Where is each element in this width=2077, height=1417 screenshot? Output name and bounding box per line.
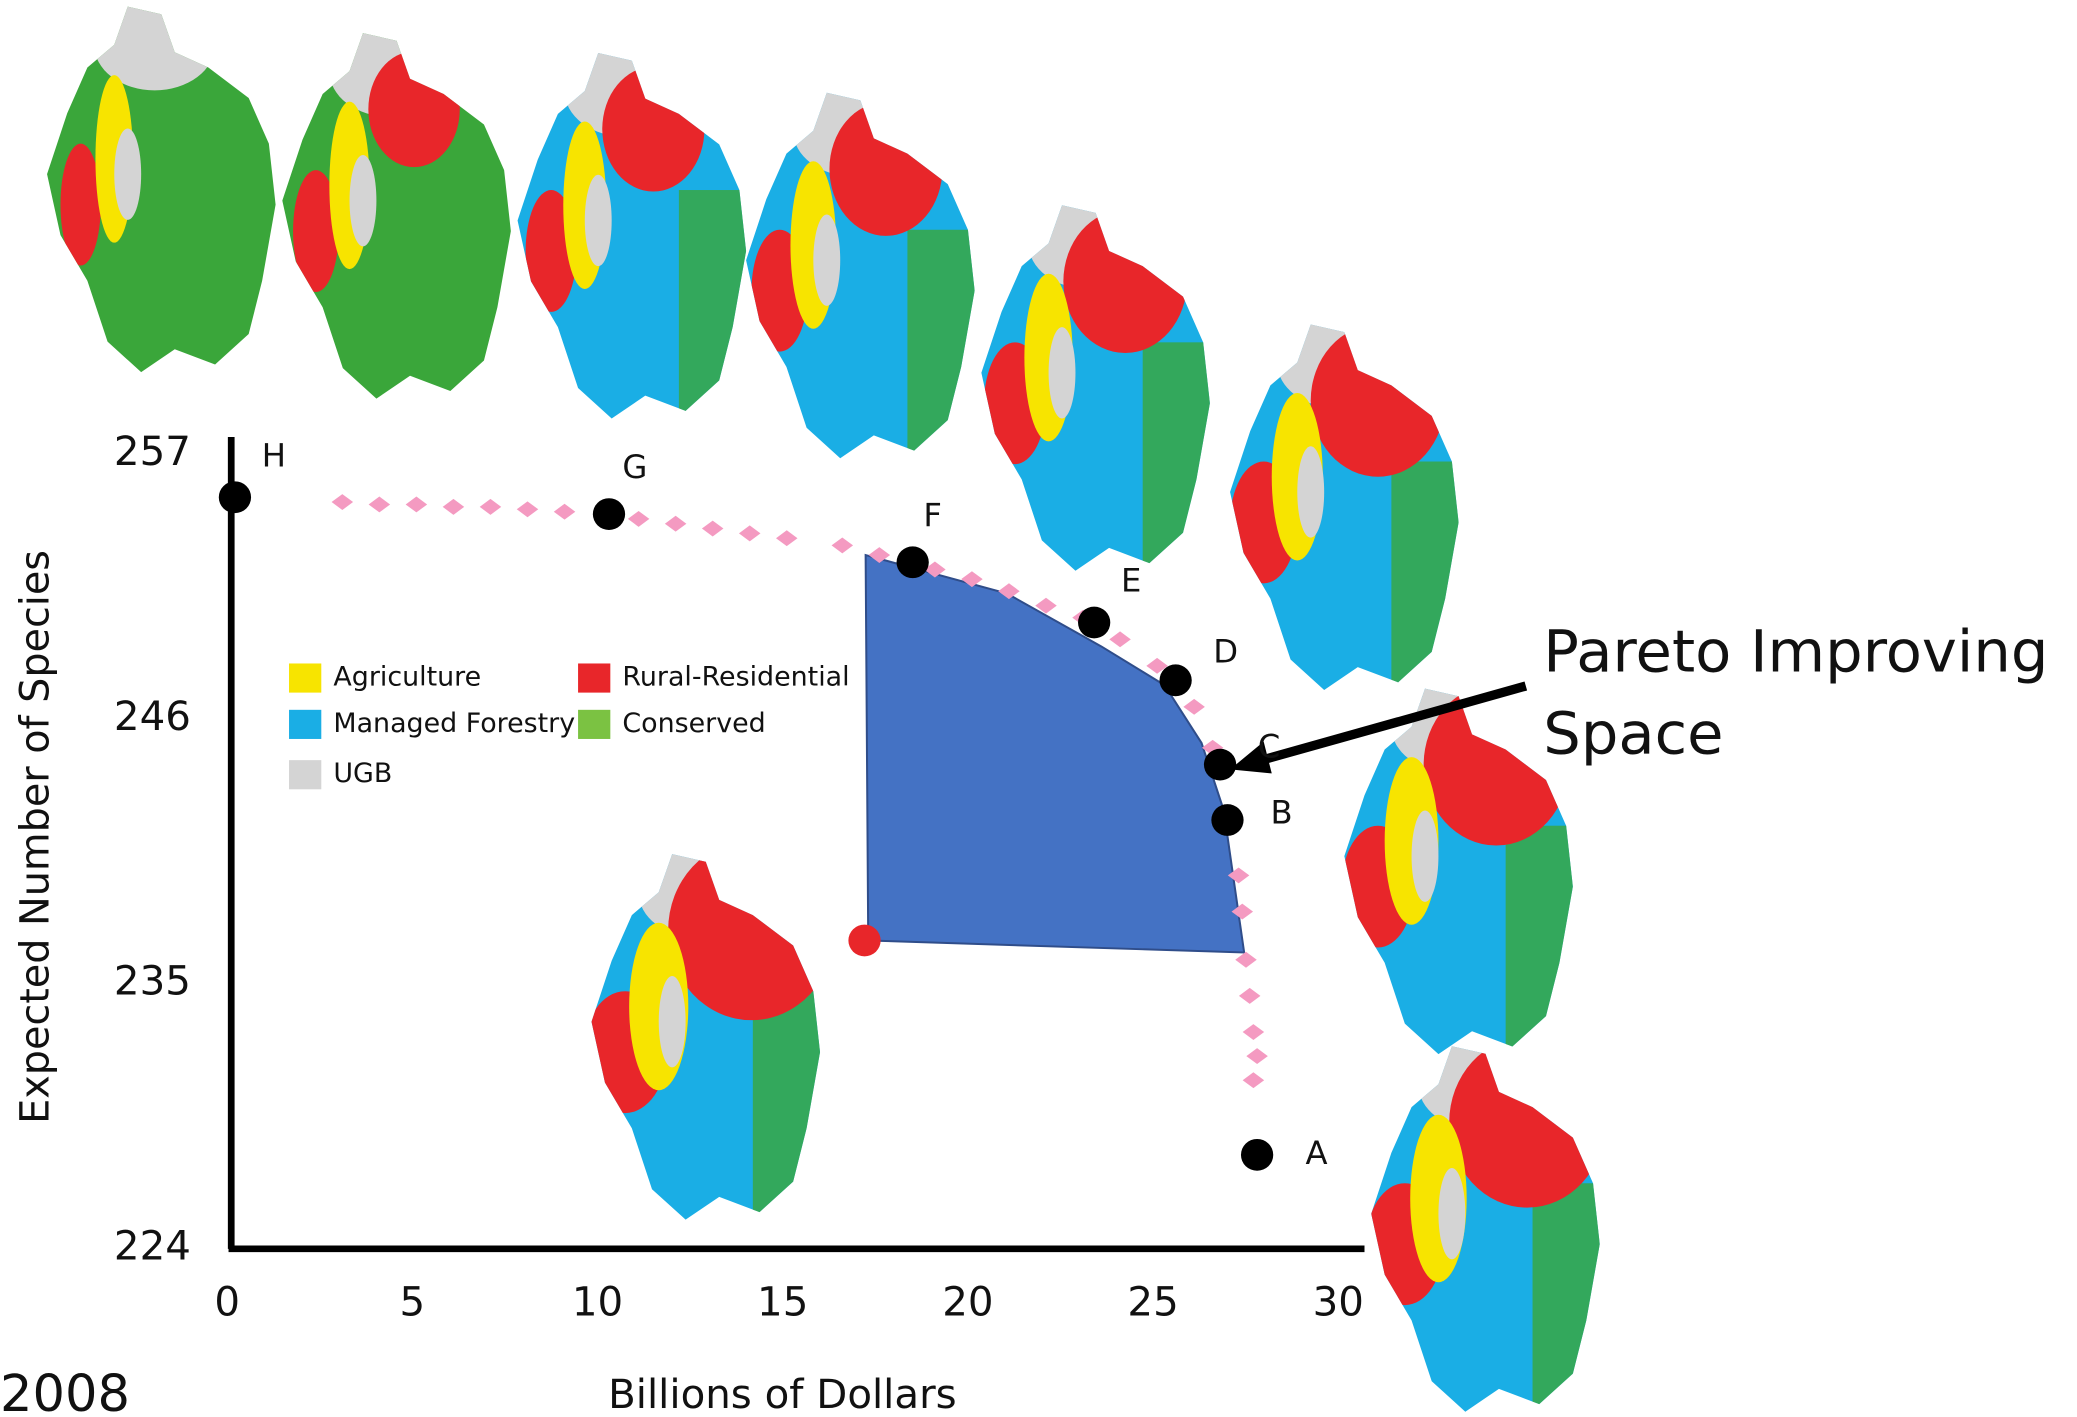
map: [1230, 317, 1472, 690]
map-patch: [1391, 462, 1472, 690]
frontier-point: [665, 516, 687, 532]
frontier-point: [406, 497, 428, 513]
point-label: B: [1270, 794, 1292, 832]
frontier-point: [517, 501, 539, 517]
footer: 2008: [0, 1364, 130, 1417]
x-tick-label: 10: [572, 1280, 623, 1326]
frontier-point: [628, 511, 650, 527]
point-label: G: [622, 448, 647, 486]
legend-swatch: [289, 760, 321, 789]
point-label: C: [1258, 728, 1281, 766]
frontier-point: [1243, 1024, 1265, 1040]
map: [1366, 1037, 1613, 1412]
frontier-point: [443, 499, 465, 515]
frontier-point: [739, 525, 761, 541]
map-patch: [1533, 1183, 1614, 1411]
y-tick-label: 257: [114, 429, 191, 475]
point-label: E: [1121, 562, 1141, 600]
frontier-point: [554, 504, 576, 520]
legend-swatch: [578, 710, 610, 739]
map-patch: [753, 991, 834, 1219]
frontier-point: [1183, 699, 1205, 715]
legend-label: Agriculture: [333, 662, 481, 693]
point: [593, 498, 625, 530]
map-patch: [114, 128, 141, 219]
map-patch: [1063, 210, 1187, 353]
maps: [47, 0, 1613, 1412]
map-patch: [368, 51, 459, 167]
y-tick-label: 235: [114, 959, 191, 1005]
frontier-point: [1109, 631, 1131, 647]
map-patch: [813, 215, 840, 306]
annotation: Space: [1543, 700, 1723, 767]
point-label: D: [1213, 633, 1238, 671]
legend-label: Rural-Residential: [622, 662, 849, 693]
y-tick-label: 246: [114, 694, 191, 740]
map-patch: [1438, 1168, 1465, 1259]
frontier-point: [1243, 1072, 1265, 1088]
map-patch: [1311, 324, 1445, 476]
point-label: A: [1305, 1134, 1327, 1172]
x-tick-label: 5: [400, 1280, 426, 1326]
point: [848, 925, 880, 957]
frontier-point: [832, 537, 854, 553]
map-patch: [602, 67, 704, 192]
legend-swatch: [578, 663, 610, 692]
map-patch: [829, 102, 942, 236]
point: [1204, 749, 1236, 781]
map-patch: [679, 190, 760, 418]
annotation: Pareto Improving: [1543, 618, 2048, 685]
legend-label: UGB: [333, 758, 392, 789]
map: [583, 840, 834, 1219]
legend-swatch: [289, 663, 321, 692]
legend-swatch: [289, 710, 321, 739]
map-patch: [1506, 826, 1587, 1054]
frontier-point: [1239, 988, 1261, 1004]
point: [1211, 804, 1243, 836]
map-patch: [350, 155, 377, 246]
y-tick-label: 224: [114, 1224, 191, 1270]
frontier-point: [332, 494, 354, 510]
x-axis-label: Billions of Dollars: [608, 1372, 957, 1417]
map-patch: [659, 976, 686, 1067]
map: [746, 85, 988, 458]
map-patch: [60, 144, 100, 266]
point-label: F: [923, 496, 942, 534]
map: [47, 0, 276, 372]
pareto-space: [866, 555, 1244, 952]
map-patch: [907, 230, 988, 458]
x-tick-label: 25: [1127, 1280, 1178, 1326]
map-patch: [1412, 810, 1439, 901]
frontier-point: [776, 530, 798, 546]
point-label: H: [262, 437, 286, 475]
map-patch: [1049, 327, 1076, 418]
x-tick-label: 20: [942, 1280, 993, 1326]
map-patch: [1297, 446, 1324, 537]
x-tick-label: 15: [757, 1280, 808, 1326]
chart: Expected Number of Species Billions of D…: [0, 0, 2077, 1417]
point: [1159, 664, 1191, 696]
map-patch: [668, 840, 835, 1020]
map-patch: [1143, 342, 1224, 570]
frontier-point: [1235, 952, 1257, 968]
map-patch: [585, 175, 612, 266]
y-axis-label: Expected Number of Species: [12, 550, 58, 1124]
map-patch: [1449, 1037, 1605, 1208]
map: [981, 198, 1223, 571]
point: [897, 546, 929, 578]
point: [1241, 1139, 1273, 1171]
frontier-point: [1246, 1048, 1268, 1064]
frontier-point: [369, 497, 391, 513]
frontier-point: [480, 499, 502, 515]
legend-label: Conserved: [622, 708, 765, 739]
point: [219, 481, 251, 513]
x-tick-label: 0: [214, 1280, 240, 1326]
point: [1078, 607, 1110, 639]
map: [518, 45, 760, 418]
x-tick-label: 30: [1313, 1280, 1364, 1326]
legend-label: Managed Forestry: [333, 708, 575, 739]
map: [282, 25, 511, 398]
frontier-point: [702, 521, 724, 537]
